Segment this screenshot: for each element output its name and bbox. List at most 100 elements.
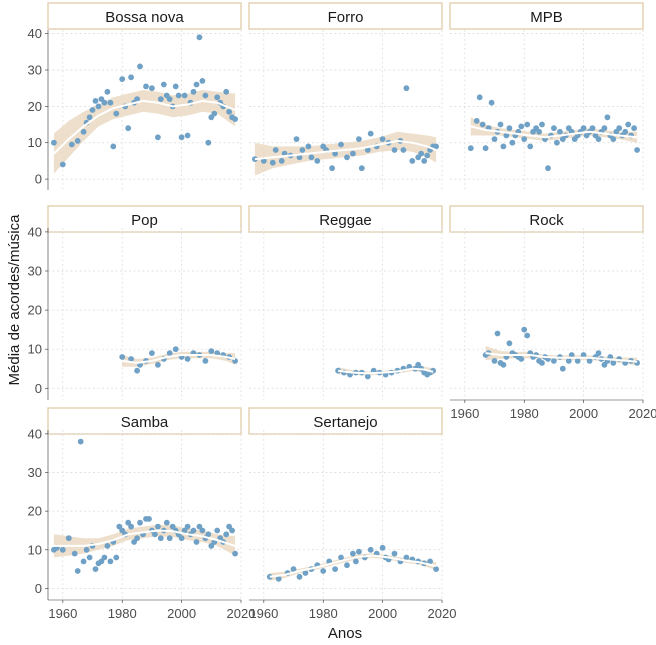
y-tick-label: 20 (28, 504, 42, 519)
data-point (433, 143, 439, 150)
data-point (338, 141, 344, 148)
data-point (379, 544, 386, 551)
data-point (59, 161, 66, 168)
data-point (137, 519, 143, 526)
data-point (539, 121, 545, 128)
data-point (134, 96, 141, 102)
facet-strip (248, 2, 443, 30)
data-point (184, 132, 191, 139)
data-point (610, 360, 617, 366)
y-tick-label: 40 (28, 224, 42, 239)
data-point (104, 88, 111, 95)
data-point (68, 141, 75, 148)
data-point (482, 145, 489, 152)
data-point (356, 136, 362, 143)
data-point (83, 546, 90, 553)
data-point (226, 108, 233, 115)
x-tick-label: 2000 (569, 406, 598, 421)
data-point (497, 121, 504, 128)
data-point (128, 74, 135, 81)
y-tick-label: 10 (28, 342, 42, 357)
data-point (494, 330, 501, 337)
data-point (379, 136, 386, 143)
y-tick-label: 20 (28, 99, 42, 114)
data-point (356, 548, 362, 555)
data-point (367, 130, 374, 137)
data-point (59, 546, 66, 553)
data-point (166, 96, 173, 102)
data-point (545, 165, 551, 172)
data-point (344, 562, 350, 569)
y-tick-label: 20 (28, 303, 42, 318)
data-point (202, 92, 209, 99)
data-point (65, 535, 72, 542)
data-point (299, 147, 306, 153)
data-point (223, 531, 230, 538)
x-tick-label: 1980 (309, 606, 338, 621)
smooth-line (485, 352, 638, 363)
facet-panel: MPB (449, 2, 644, 190)
x-axis-title: Anos (328, 625, 362, 642)
data-point (559, 365, 566, 372)
data-point (524, 332, 531, 339)
data-point (610, 136, 617, 143)
data-point (92, 98, 99, 104)
data-point (601, 125, 608, 132)
facet-strip (248, 205, 443, 233)
y-tick-label: 40 (28, 426, 42, 441)
data-point (427, 558, 433, 565)
data-point (358, 165, 365, 172)
facet-panel: Bossa nova 0 10 20 30 40 (28, 2, 242, 190)
data-point (467, 145, 474, 152)
data-point (391, 550, 398, 557)
data-point (491, 358, 498, 364)
data-point (193, 81, 200, 88)
data-point (157, 96, 164, 102)
data-point (488, 99, 495, 106)
data-point (113, 110, 120, 117)
smooth-line (470, 125, 638, 139)
data-point (580, 352, 587, 358)
x-tick-label: 1960 (450, 406, 479, 421)
facet-strip-label: Sertanejo (313, 414, 377, 431)
smooth-line (53, 99, 236, 155)
data-point (622, 128, 629, 135)
data-point (128, 523, 135, 530)
data-point (409, 158, 416, 164)
facet-strip-label: MPB (530, 9, 563, 26)
data-point (86, 114, 93, 121)
facet-strip-label: Rock (529, 212, 564, 229)
data-point (95, 103, 102, 110)
x-tick-label: 2020 (227, 606, 256, 621)
confidence-band (53, 524, 236, 558)
y-tick-label: 10 (28, 135, 42, 150)
data-point (524, 121, 531, 128)
data-point (314, 158, 321, 164)
data-point (551, 125, 557, 132)
data-point (367, 546, 374, 553)
facet-strip (47, 205, 242, 233)
data-point (476, 94, 483, 101)
data-point (155, 134, 161, 141)
facet-panel: Sertanejo 1960 1980 2000 2020 (248, 407, 456, 621)
data-point (178, 535, 185, 542)
data-point (190, 527, 197, 534)
data-point (554, 139, 560, 146)
data-point (232, 550, 239, 557)
data-point (160, 81, 167, 88)
data-point (193, 539, 200, 545)
data-point (296, 154, 303, 161)
data-point (403, 85, 410, 92)
data-point (163, 519, 170, 526)
data-point (506, 340, 513, 347)
data-point (364, 373, 371, 380)
data-point (134, 367, 141, 374)
facet-panel: Samba 0 10 20 30 40 1960 1980 2000 2020 (28, 407, 256, 621)
y-tick-label: 0 (35, 581, 42, 596)
data-point (74, 138, 81, 144)
data-point (616, 125, 623, 132)
data-point (107, 99, 114, 106)
facet-panel: Pop 0 10 20 30 40 (28, 205, 242, 400)
data-point (500, 361, 507, 368)
